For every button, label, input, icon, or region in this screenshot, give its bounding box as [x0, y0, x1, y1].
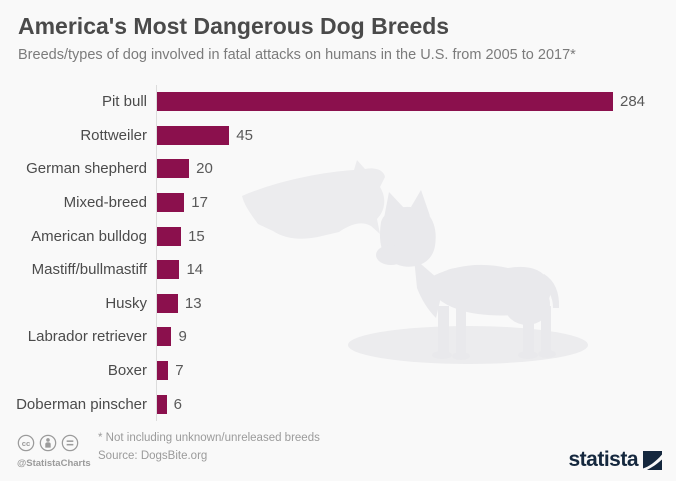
bar-row: American bulldog 15	[0, 219, 676, 253]
bar-row: Mastiff/bullmastiff 14	[0, 252, 676, 287]
svg-text:cc: cc	[22, 439, 31, 448]
bar-track: 15	[156, 219, 676, 253]
chart-title: America's Most Dangerous Dog Breeds	[18, 13, 450, 39]
bar-value: 17	[191, 194, 208, 212]
bar-label: Mastiff/bullmastiff	[31, 261, 147, 279]
bar-track: 14	[156, 252, 676, 287]
source: Source: DogsBite.org	[98, 450, 208, 462]
bar-row: Labrador retriever 9	[0, 320, 676, 354]
license-icons: cc	[17, 434, 79, 452]
statista-logo: statista	[568, 449, 662, 470]
header: America's Most Dangerous Dog Breeds Bree…	[18, 13, 658, 63]
bar	[157, 361, 169, 381]
bar	[157, 92, 613, 112]
attribution-icon	[39, 434, 57, 452]
bar-value: 14	[186, 261, 204, 279]
statista-wordmark: statista	[568, 448, 638, 471]
bar-value: 284	[620, 93, 646, 111]
chart-subtitle: Breeds/types of dog involved in fatal at…	[18, 47, 576, 63]
bar	[157, 327, 172, 347]
bar-row: Boxer 7	[0, 353, 676, 388]
bar-row: Mixed-breed 17	[0, 185, 676, 220]
bar-value: 45	[236, 126, 253, 144]
bar-track: 45	[156, 118, 676, 153]
bar-value: 13	[184, 294, 202, 312]
bar-track: 6	[156, 387, 676, 421]
bar-value: 7	[175, 362, 184, 380]
bar-row: Pit bull 284	[0, 85, 676, 119]
bar-label: American bulldog	[31, 227, 147, 245]
us-map-icon	[242, 160, 385, 239]
footnote: * Not including unknown/unreleased breed…	[98, 432, 320, 444]
bar-value: 9	[178, 328, 187, 346]
bar-track: 7	[156, 353, 676, 388]
bar-label: Labrador retriever	[27, 328, 147, 346]
pit-bull-icon	[376, 190, 560, 360]
bar-row: Doberman pinscher 6	[0, 387, 676, 421]
bar-label: Rottweiler	[80, 126, 147, 144]
bar-label: Doberman pinscher	[16, 395, 147, 413]
bar-value: 20	[196, 160, 213, 178]
bar	[157, 260, 180, 280]
bar-track: 13	[156, 286, 676, 321]
chart-rows: Pit bull 284 Rottweiler 45 German shepherd 20…	[0, 85, 676, 421]
bar-row: Husky 13	[0, 286, 676, 321]
bar-label: Boxer	[107, 362, 147, 380]
bar-track: 9	[156, 320, 676, 354]
bar-chart: Pit bull 284 Rottweiler 45 German shepherd 20…	[0, 85, 676, 421]
bar-label: Pit bull	[101, 93, 147, 111]
bar	[157, 394, 167, 414]
bar-label: German shepherd	[26, 160, 147, 178]
bar	[157, 226, 182, 246]
statista-logo-mark	[643, 451, 662, 470]
bar-track: 17	[156, 185, 676, 220]
bar	[157, 159, 190, 179]
bar	[157, 293, 178, 313]
bar	[157, 193, 185, 213]
bar-label: Mixed-breed	[63, 194, 147, 212]
bar-row: German shepherd 20	[0, 152, 676, 186]
footer: cc @StatistaCharts * Not including unkno…	[0, 421, 676, 481]
footnotes: * Not including unknown/unreleased breed…	[98, 429, 320, 465]
bar-label: Husky	[105, 294, 147, 312]
bar	[157, 125, 230, 145]
bar-row: Rottweiler 45	[0, 118, 676, 153]
watermark-graphic	[242, 160, 588, 364]
bar-track: 284	[156, 85, 676, 119]
bar-value: 15	[188, 227, 205, 245]
cc-icon: cc	[17, 434, 35, 452]
bar-track: 20	[156, 152, 676, 186]
statista-charts-handle: @StatistaCharts	[17, 458, 91, 469]
bar-value: 6	[173, 395, 182, 413]
no-derivatives-icon	[61, 434, 79, 452]
